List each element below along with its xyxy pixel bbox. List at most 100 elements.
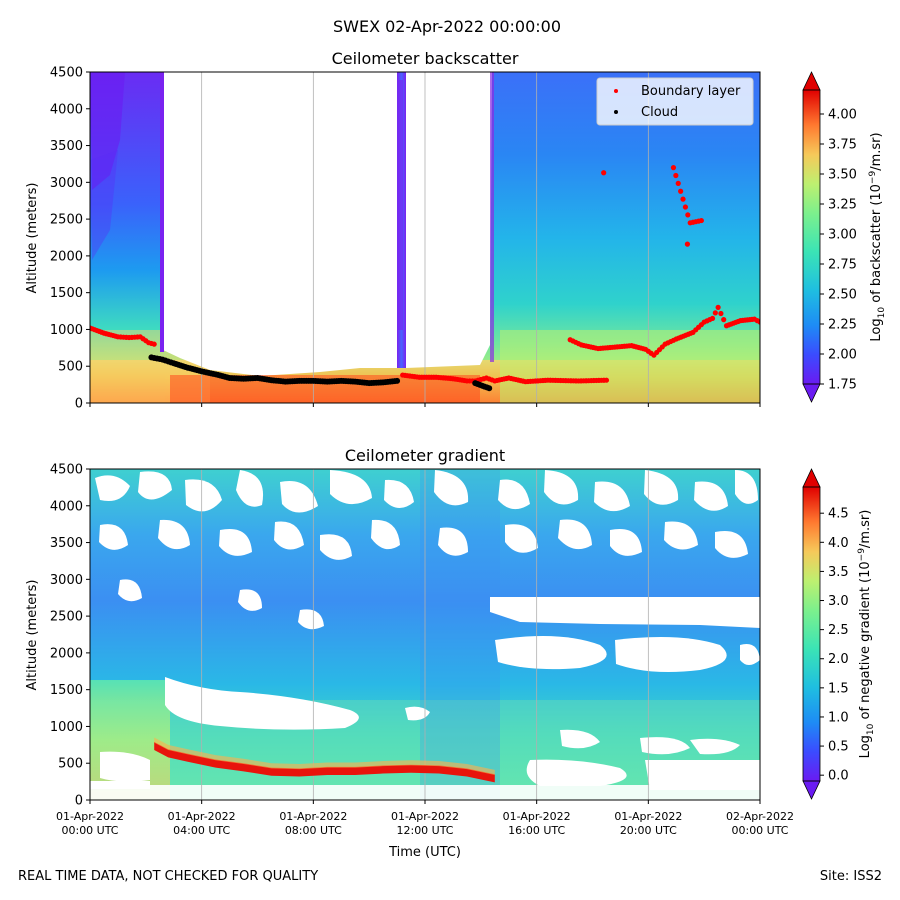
backscatter-colorbar-extend-min: [802, 383, 821, 403]
colorbar-tick-label: 3.50: [828, 168, 857, 183]
boundary-layer-point: [680, 196, 686, 202]
backscatter-series: [90, 165, 760, 392]
legend-cloud-marker: [614, 110, 618, 114]
legend-cloud: Cloud: [641, 105, 678, 120]
y-tick-label: 500: [58, 757, 83, 772]
backscatter-colorbar-gradient: [803, 90, 820, 384]
colorbar-tick-label: 4.00: [828, 108, 857, 123]
no-data-patches: [95, 470, 760, 790]
boundary-layer-point: [673, 172, 679, 179]
y-tick-label: 3000: [50, 573, 83, 588]
y-tick-label: 1500: [50, 286, 83, 301]
gradient-colorbar-label: Log10 of negative gradient (10−9/m.sr): [857, 510, 876, 759]
boundary-layer-point: [698, 217, 704, 224]
x-tick-label: 00:00 UTC: [61, 824, 118, 837]
x-tick-label: 01-Apr-2022: [279, 810, 347, 823]
y-tick-label: 3500: [50, 139, 83, 154]
x-tick-label: 01-Apr-2022: [168, 810, 236, 823]
y-tick-label: 4000: [50, 499, 83, 514]
legend-box: [596, 77, 754, 126]
x-tick-label: 02-Apr-2022: [726, 810, 794, 823]
x-tick-label: 08:00 UTC: [285, 824, 342, 837]
y-tick-label: 1500: [50, 683, 83, 698]
boundary-layer-point: [721, 317, 727, 323]
y-tick-label: 0: [75, 794, 83, 809]
colorbar-tick-label: 2.00: [828, 348, 857, 363]
boundary-layer-point: [675, 180, 681, 186]
backscatter-gridlines: [201, 72, 649, 403]
gradient-colorbar-extend-max: [802, 468, 821, 488]
y-tick-label: 4500: [50, 66, 83, 81]
no-data-region: [406, 72, 492, 368]
boundary-layer-point: [670, 165, 677, 171]
boundary-layer-point: [685, 212, 691, 218]
cloud-point: [486, 385, 493, 392]
backscatter-title: Ceilometer backscatter: [332, 49, 519, 68]
x-tick-label: 16:00 UTC: [508, 824, 565, 837]
gradient-panel: Ceilometer gradient: [25, 446, 876, 860]
gradient-xlabel: Time (UTC): [388, 845, 461, 860]
x-tick-label: 01-Apr-2022: [503, 810, 571, 823]
x-tick-label: 04:00 UTC: [173, 824, 230, 837]
site-label: Site: ISS2: [819, 869, 882, 884]
backscatter-colorbar-extend-max: [802, 71, 821, 91]
y-tick-label: 3500: [50, 536, 83, 551]
gradient-title: Ceilometer gradient: [345, 446, 505, 465]
boundary-layer-point: [757, 319, 760, 325]
no-data-region: [163, 72, 398, 376]
x-tick-label: 12:00 UTC: [396, 824, 453, 837]
boundary-layer-point: [601, 170, 607, 176]
colorbar-tick-label: 3.25: [828, 198, 857, 213]
gradient-colorbar: 0.0 0.5 1.0 1.5 2.0 2.5 3.0 3.5 4.0 4.5 Log10 of …: [802, 468, 876, 800]
colorbar-tick-label: 2.25: [828, 318, 857, 333]
gradient-colorbar-extend-min: [802, 780, 821, 800]
x-tick-label: 01-Apr-2022: [614, 810, 682, 823]
backscatter-colorbar: 1.75 2.00 2.25 2.50 2.75 3.00 3.25 3.50 3.75 4.00…: [802, 71, 887, 403]
legend: Boundary layer Cloud: [596, 77, 754, 126]
y-tick-label: 3000: [50, 176, 83, 191]
x-tick-label: 20:00 UTC: [620, 824, 677, 837]
gradient-y-axis: 0 500 1000 1500 2000 2500 3000 3500 4000 4500: [50, 463, 90, 809]
y-tick-label: 2500: [50, 213, 83, 228]
colorbar-tick-label: 2.0: [828, 652, 849, 667]
boundary-layer-point: [718, 310, 724, 317]
colorbar-tick-label: 4.0: [828, 536, 849, 551]
figure-title: SWEX 02-Apr-2022 00:00:00: [333, 17, 561, 36]
boundary-layer-point: [709, 315, 716, 322]
colorbar-tick-label: 1.5: [828, 681, 849, 696]
x-tick-label: 01-Apr-2022: [391, 810, 459, 823]
backscatter-y-axis: 0 500 1000 1500 2000 2500 3000 3500 4000 4500: [50, 66, 90, 412]
gradient-colorbar-gradient: [803, 487, 820, 781]
colorbar-tick-label: 2.5: [828, 623, 849, 638]
colorbar-tick-label: 4.5: [828, 507, 849, 522]
boundary-layer-point: [603, 377, 610, 383]
boundary-layer-point: [715, 304, 721, 310]
y-tick-label: 1000: [50, 323, 83, 338]
y-tick-label: 0: [75, 397, 83, 412]
boundary-layer-gradient-band: [154, 741, 495, 783]
gradient-ylabel: Altitude (meters): [25, 580, 40, 691]
legend-boundary-layer-marker: [614, 89, 618, 93]
boundary-layer-point: [151, 341, 157, 347]
y-tick-label: 500: [58, 360, 83, 375]
y-tick-label: 1000: [50, 720, 83, 735]
boundary-layer-point: [682, 204, 689, 210]
colorbar-tick-label: 1.75: [828, 378, 857, 393]
boundary-layer-point: [712, 310, 718, 316]
boundary-layer-point: [678, 188, 684, 194]
colorbar-tick-label: 3.0: [828, 594, 849, 609]
cloud-point: [394, 377, 401, 384]
gradient-gridlines: [201, 469, 649, 800]
backscatter-ylabel: Altitude (meters): [25, 183, 40, 294]
boundary-layer-point: [684, 241, 691, 247]
colorbar-tick-label: 1.0: [828, 710, 849, 725]
colorbar-tick-label: 2.75: [828, 258, 857, 273]
y-tick-label: 2000: [50, 249, 83, 264]
colorbar-tick-label: 0.5: [828, 740, 849, 755]
colorbar-tick-label: 0.0: [828, 769, 849, 784]
colorbar-tick-label: 3.5: [828, 565, 849, 580]
x-tick-label: 00:00 UTC: [731, 824, 788, 837]
